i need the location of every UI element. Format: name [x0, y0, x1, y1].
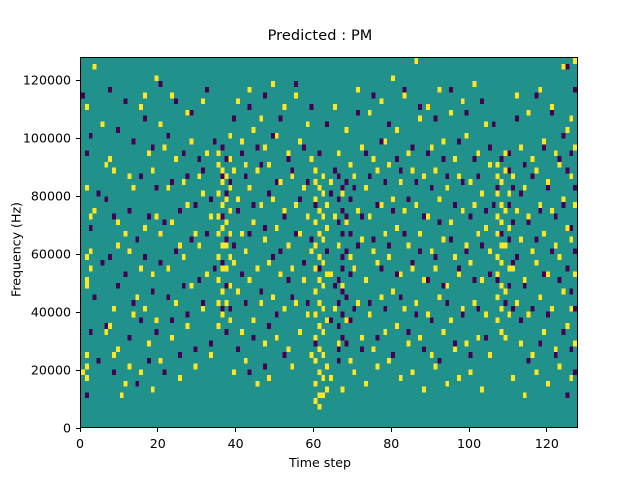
y-tick-label: 120000: [22, 72, 71, 88]
y-tick-mark: [76, 195, 80, 197]
y-tick-label: 100000: [22, 130, 71, 146]
page-title: Predicted : PM: [267, 28, 373, 44]
x-tick-mark: [235, 428, 237, 432]
heatmap-image: [81, 58, 577, 427]
y-tick-mark: [76, 79, 80, 81]
heatmap-plot-area: [80, 57, 578, 428]
y-tick-mark: [76, 137, 80, 139]
x-tick-mark: [468, 428, 470, 432]
x-tick-mark: [79, 428, 81, 432]
y-tick-label: 60000: [30, 246, 71, 262]
x-tick-mark: [390, 428, 392, 432]
y-tick-label: 0: [62, 420, 71, 436]
x-tick-mark: [546, 428, 548, 432]
x-tick-label: 80: [383, 436, 400, 451]
x-tick-mark: [312, 428, 314, 432]
y-tick-label: 20000: [30, 362, 71, 378]
y-tick-mark: [76, 369, 80, 371]
x-tick-label: 120: [534, 436, 559, 451]
y-tick-label: 80000: [30, 188, 71, 204]
y-tick-label: 40000: [30, 304, 71, 320]
y-tick-mark: [76, 311, 80, 313]
x-tick-label: 100: [457, 436, 482, 451]
x-axis-label: Time step: [288, 455, 352, 470]
x-tick-mark: [157, 428, 159, 432]
y-tick-mark: [76, 253, 80, 255]
x-tick-label: 40: [227, 436, 244, 451]
x-tick-label: 60: [305, 436, 322, 451]
x-tick-label: 0: [75, 436, 85, 451]
y-tick-mark: [76, 427, 80, 429]
x-tick-label: 20: [149, 436, 166, 451]
